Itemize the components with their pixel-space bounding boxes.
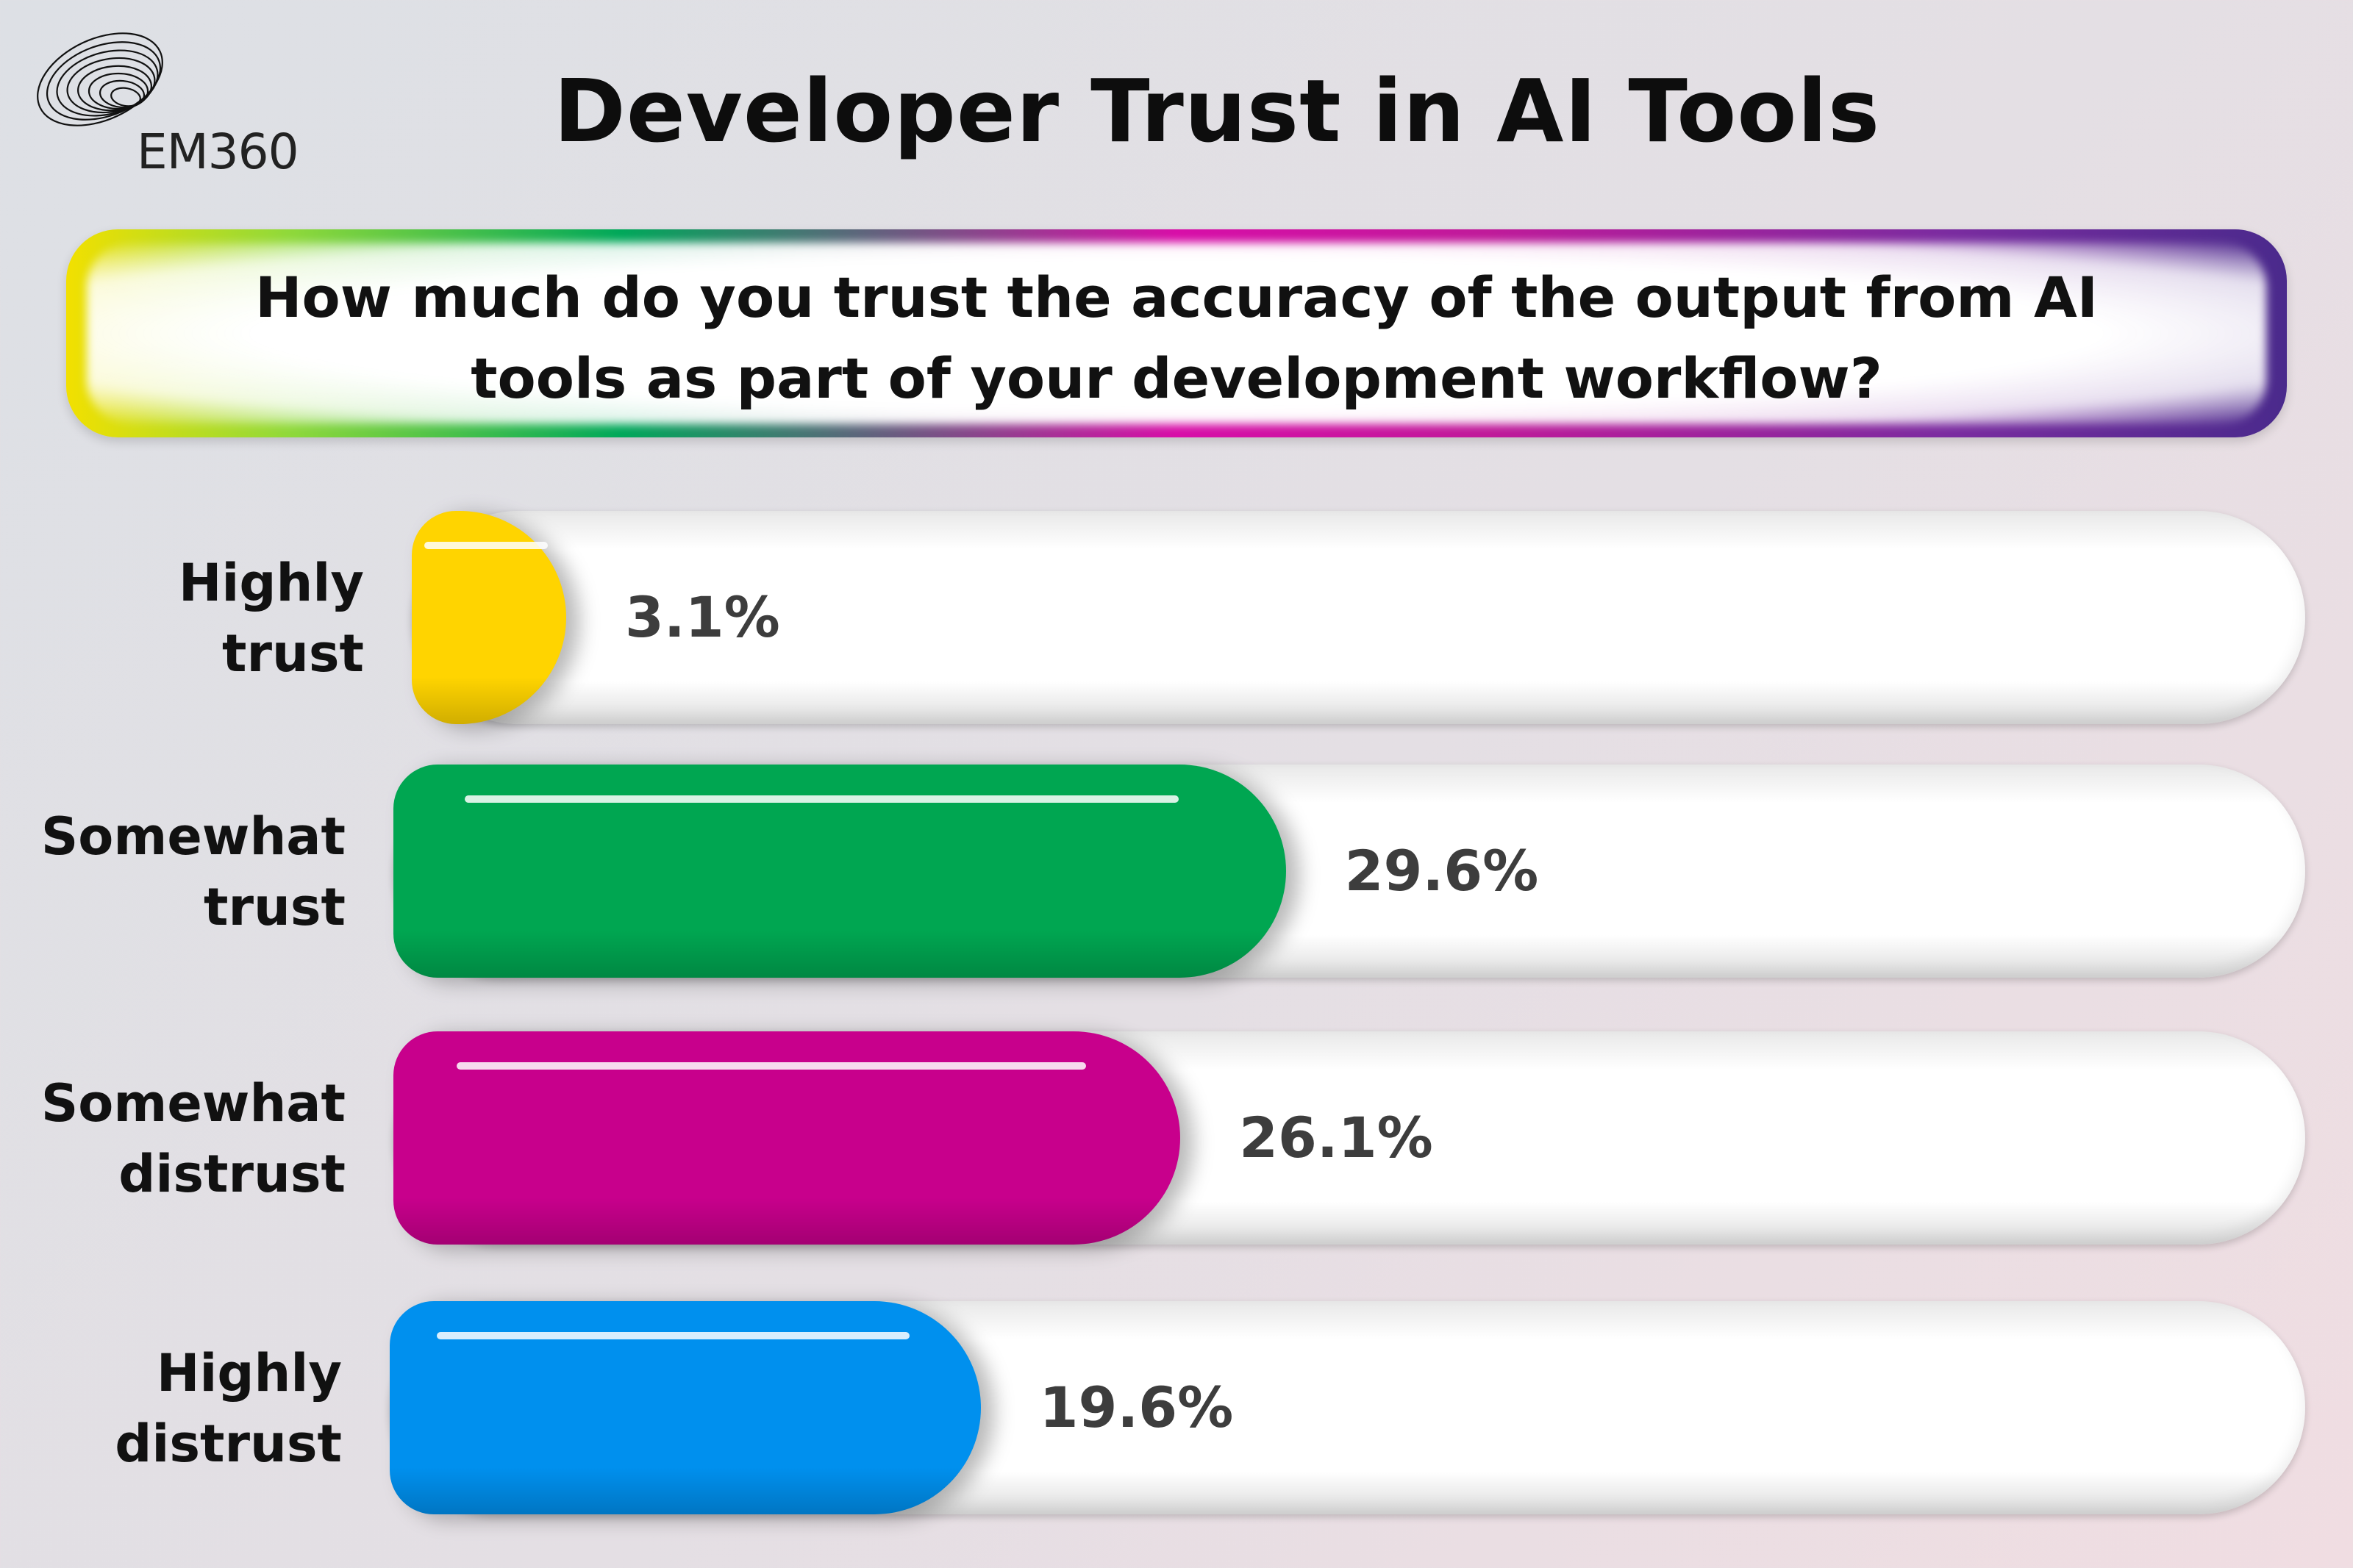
bar-track: 3.1%: [412, 511, 2305, 724]
logo: EM360: [26, 21, 299, 180]
question-banner-glow: [87, 243, 2266, 424]
value-label: 3.1%: [625, 584, 780, 650]
bar-track: 29.6%: [393, 765, 2305, 978]
category-label: Somewhat trust: [40, 806, 346, 937]
bar: [390, 1301, 981, 1514]
category-label: Highly trust: [178, 553, 364, 684]
bar-track: 26.1%: [393, 1031, 2305, 1245]
question-banner: How much do you trust the accuracy of th…: [66, 229, 2287, 437]
bar-track: 19.6%: [390, 1301, 2305, 1514]
bar: [393, 765, 1286, 978]
value-label: 19.6%: [1039, 1375, 1234, 1440]
logo-text: EM360: [137, 123, 299, 180]
chart-title: Developer Trust in AI Tools: [553, 60, 1881, 162]
bar: [412, 511, 566, 724]
survey-question: How much do you trust the accuracy of th…: [254, 265, 2099, 411]
em360-swirl-icon: [37, 32, 163, 126]
category-label: Highly distrust: [115, 1343, 342, 1474]
value-label: 26.1%: [1239, 1105, 1433, 1170]
value-label: 29.6%: [1344, 838, 1539, 903]
category-label: Somewhat distrust: [40, 1073, 346, 1204]
bar: [393, 1031, 1181, 1245]
